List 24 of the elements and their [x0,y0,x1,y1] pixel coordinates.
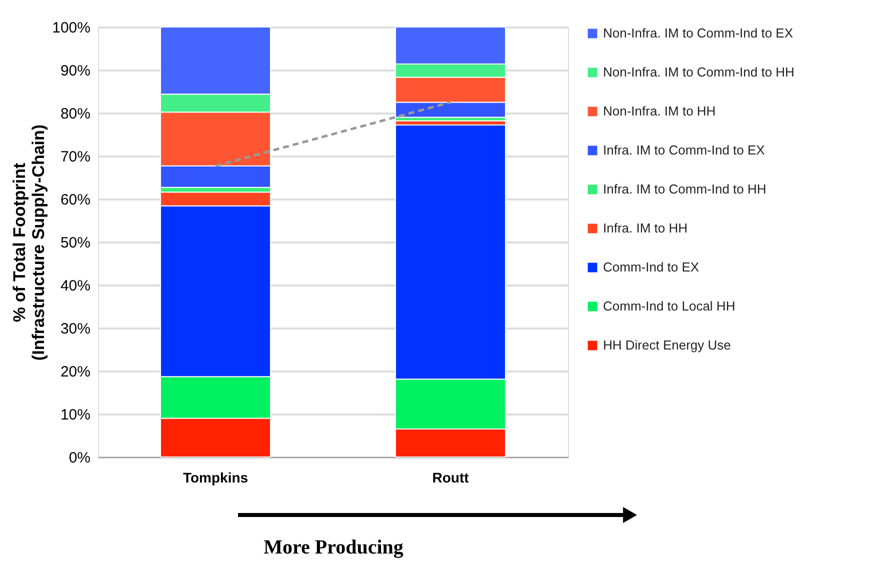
y-tick-label: 80% [60,106,90,122]
y-tick-label: 10% [60,406,90,424]
legend-label: Non-Infra. IM to Comm-Ind to EX [603,26,794,40]
y-tick-label: 100% [52,20,90,36]
legend-label: Non-Infra. IM to Comm-Ind to HH [603,64,794,80]
y-axis-title: % of Total Footprint (Infrastructure Supply-Chain) [10,124,48,361]
legend-label: Comm-Ind to EX [603,260,700,274]
y-tick-label: 0% [68,450,90,466]
y-tick-label: 60% [60,192,90,208]
y-tick-label: 50% [60,234,90,252]
legend-label: Infra. IM to HH [603,220,688,236]
legend-label: Non-Infra. IM to HH [603,104,716,118]
legend-label: HH Direct Energy Use [603,338,731,352]
legend-label: Comm-Ind to Local HH [603,298,736,314]
y-tick-label: 90% [60,62,90,80]
y-tick-label: 20% [60,364,90,380]
y-tick-label: 70% [60,148,90,166]
y-tick-label: 40% [60,278,90,294]
x-tick-label: Routt [432,470,470,486]
legend-label: Infra. IM to Comm-Ind to HH [603,182,766,196]
legend-label: Infra. IM to Comm-Ind to EX [603,142,766,158]
x-tick-label: Tompkins [182,470,248,486]
y-tick-label: 30% [60,320,90,338]
x-axis-title: More Producing [264,536,404,558]
